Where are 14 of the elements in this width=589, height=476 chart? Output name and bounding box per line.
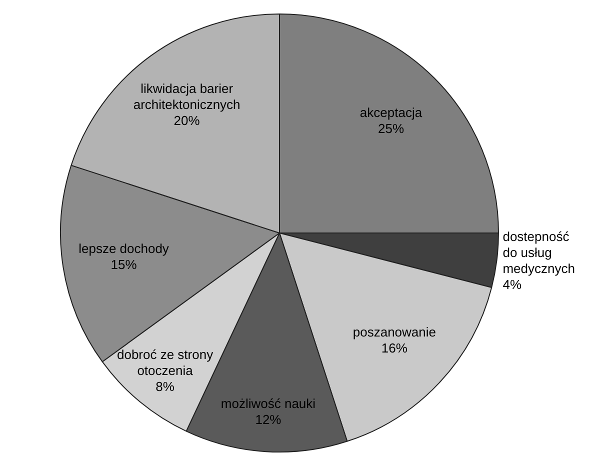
data-label: 4%	[502, 276, 522, 292]
data-label: 20%	[174, 113, 200, 128]
slice-label: poszanowanie	[352, 324, 436, 340]
slice-label: dobroć ze strony otoczenia	[116, 346, 214, 378]
data-label: 16%	[381, 340, 408, 356]
slice-label: lepsze dochody	[78, 241, 170, 256]
slice-label: dostepność do usług medycznych	[502, 228, 575, 276]
data-label: 12%	[255, 412, 282, 427]
data-label: 15%	[110, 257, 138, 272]
data-label: 25%	[378, 121, 404, 136]
slice-label: możliwość nauki	[220, 396, 316, 411]
slice-label: akceptacja	[360, 105, 423, 120]
data-label: 8%	[156, 378, 175, 394]
slice-label: likwidacja barier architektonicznych	[133, 81, 240, 112]
